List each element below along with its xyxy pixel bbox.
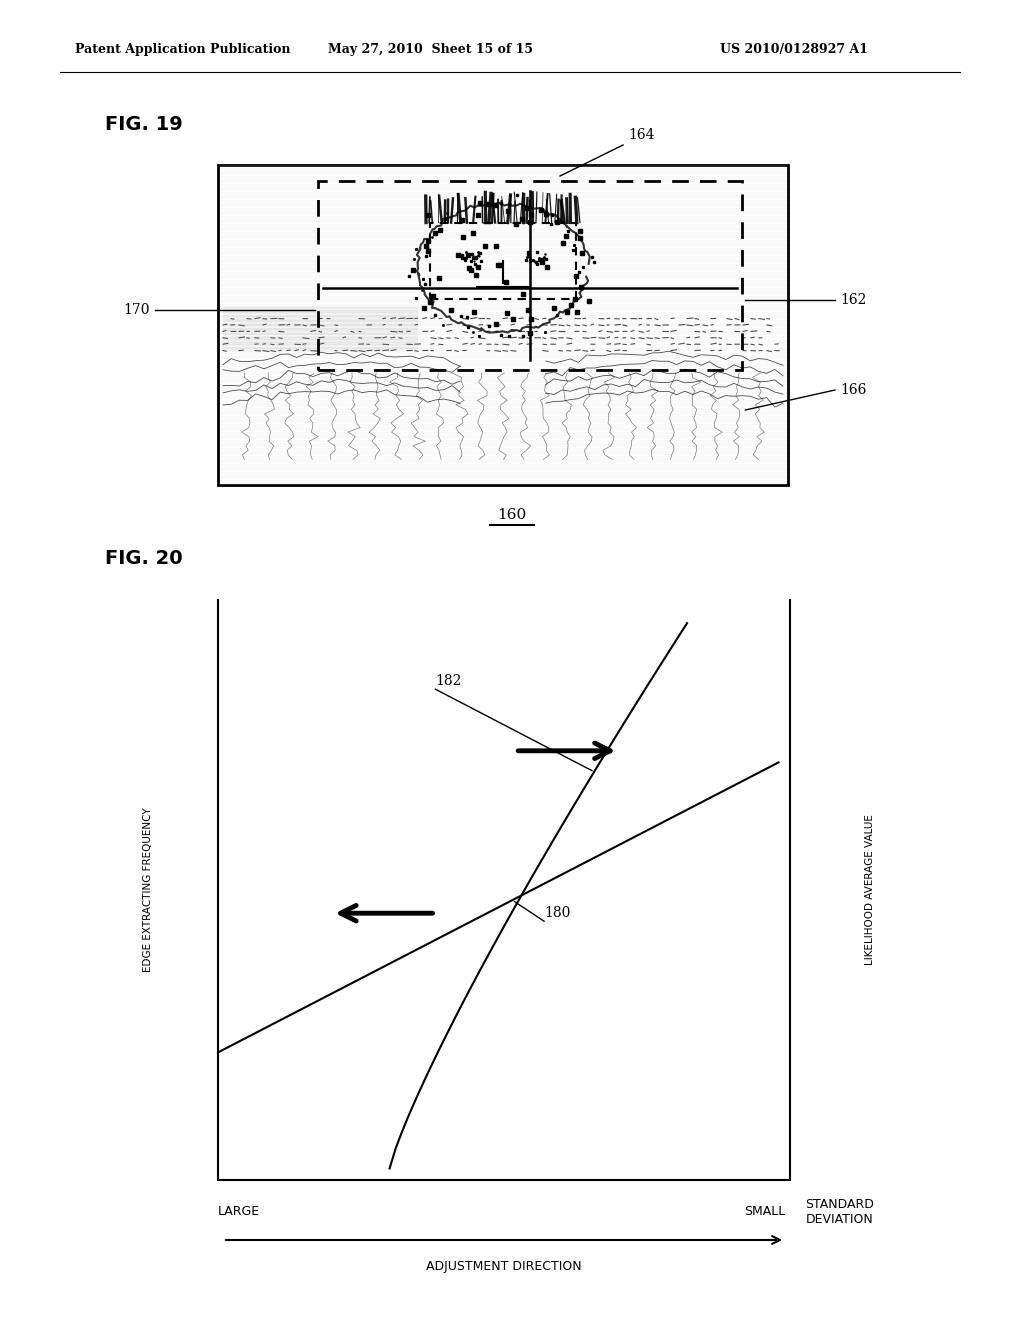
Text: LIKELIHOOD AVERAGE VALUE: LIKELIHOOD AVERAGE VALUE	[865, 814, 874, 965]
Text: 164: 164	[628, 128, 654, 143]
Text: LARGE: LARGE	[218, 1205, 260, 1218]
Text: FIG. 19: FIG. 19	[105, 116, 182, 135]
Text: May 27, 2010  Sheet 15 of 15: May 27, 2010 Sheet 15 of 15	[328, 44, 532, 57]
Text: STANDARD
DEVIATION: STANDARD DEVIATION	[805, 1199, 873, 1226]
Text: EDGE EXTRACTING FREQUENCY: EDGE EXTRACTING FREQUENCY	[143, 808, 153, 973]
Bar	[430, 223, 575, 300]
Text: 170: 170	[124, 304, 150, 317]
Text: SMALL: SMALL	[743, 1205, 785, 1218]
Text: 160: 160	[498, 508, 526, 521]
Bar	[317, 181, 742, 370]
Text: US 2010/0128927 A1: US 2010/0128927 A1	[720, 44, 868, 57]
Text: 182: 182	[435, 675, 462, 688]
Text: Patent Application Publication: Patent Application Publication	[75, 44, 291, 57]
Text: 166: 166	[840, 383, 866, 397]
Bar	[218, 165, 788, 484]
Text: ADJUSTMENT DIRECTION: ADJUSTMENT DIRECTION	[426, 1261, 582, 1272]
Text: 180: 180	[544, 907, 570, 920]
Text: 162: 162	[840, 293, 866, 308]
Text: FIG. 20: FIG. 20	[105, 549, 182, 568]
